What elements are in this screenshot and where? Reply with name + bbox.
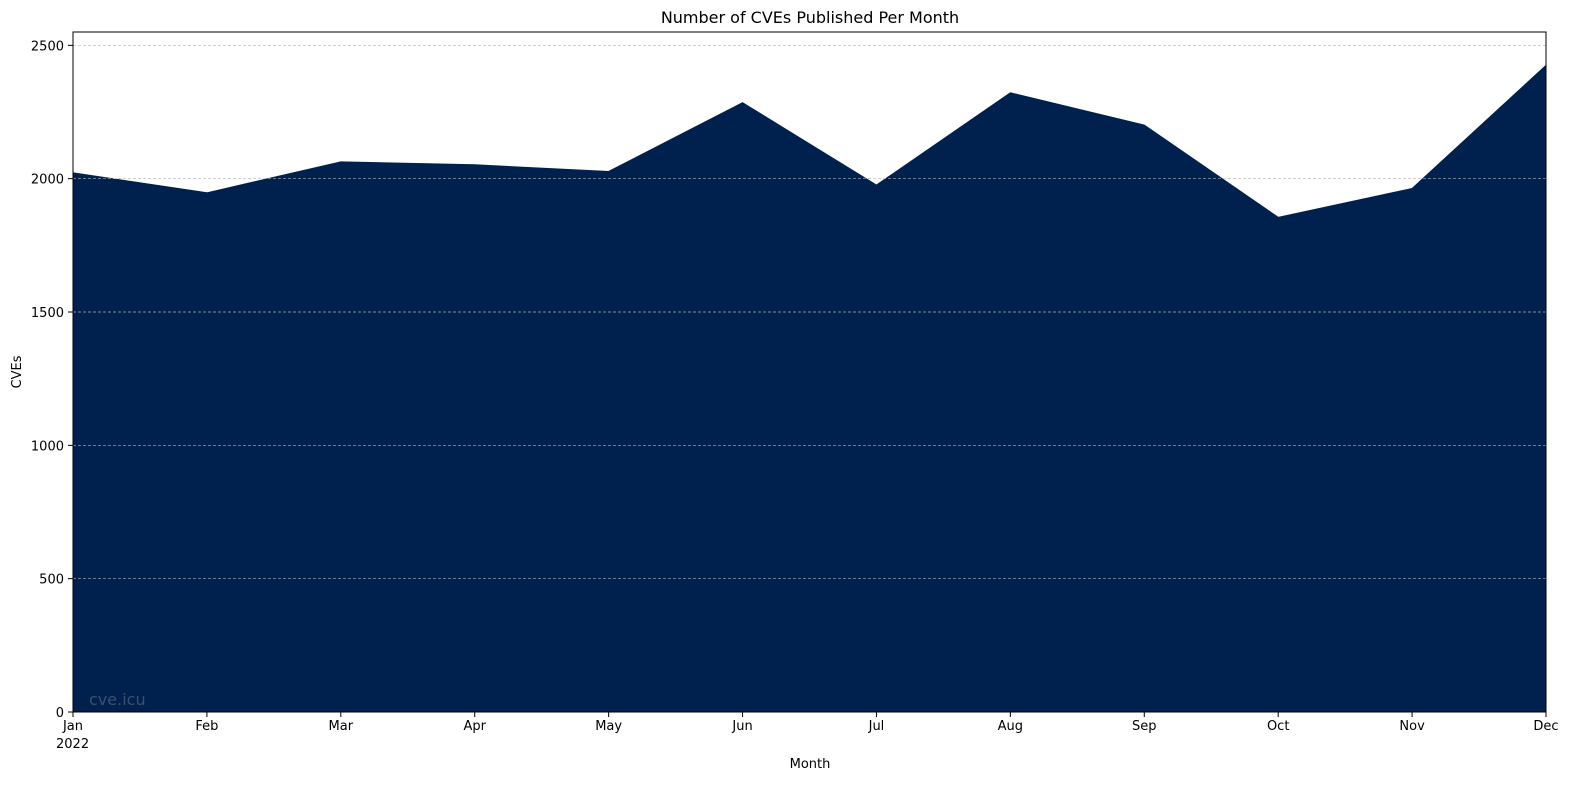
watermark-text: cve.icu <box>89 690 146 709</box>
y-tick-label-2500: 2500 <box>31 39 64 54</box>
y-tick-label-500: 500 <box>39 573 64 588</box>
gridlines <box>73 44 1546 580</box>
x-tick-label-jun: Jun <box>731 719 752 734</box>
plot-area <box>72 64 1547 713</box>
chart-title: Number of CVEs Published Per Month <box>661 8 959 27</box>
x-tick-label-dec: Dec <box>1533 719 1558 734</box>
y-tick-label-0: 0 <box>56 706 64 721</box>
axes: 0 500 1000 1500 2000 2500 Jan Feb Mar Apr May Jun Ju… <box>31 31 1559 734</box>
x-year-label: 2022 <box>56 737 89 752</box>
y-axis-title: CVEs <box>10 355 25 388</box>
x-tick-label-sep: Sep <box>1132 719 1157 734</box>
x-tick-label-nov: Nov <box>1399 719 1425 734</box>
x-axis-title: Month <box>790 757 831 772</box>
y-tick-label-2000: 2000 <box>31 173 64 188</box>
series-area <box>72 64 1547 713</box>
y-tick-label-1000: 1000 <box>31 439 64 454</box>
x-tick-label-apr: Apr <box>463 719 486 734</box>
x-tick-label-jul: Jul <box>868 719 885 734</box>
x-tick-label-feb: Feb <box>195 719 218 734</box>
x-tick-label-jan: Jan <box>62 719 83 734</box>
y-tick-label-1500: 1500 <box>31 306 64 321</box>
x-tick-label-mar: Mar <box>329 719 354 734</box>
x-tick-label-may: May <box>595 719 622 734</box>
x-tick-label-aug: Aug <box>998 719 1023 734</box>
x-tick-label-oct: Oct <box>1267 719 1289 734</box>
plot-frame <box>72 31 1547 713</box>
